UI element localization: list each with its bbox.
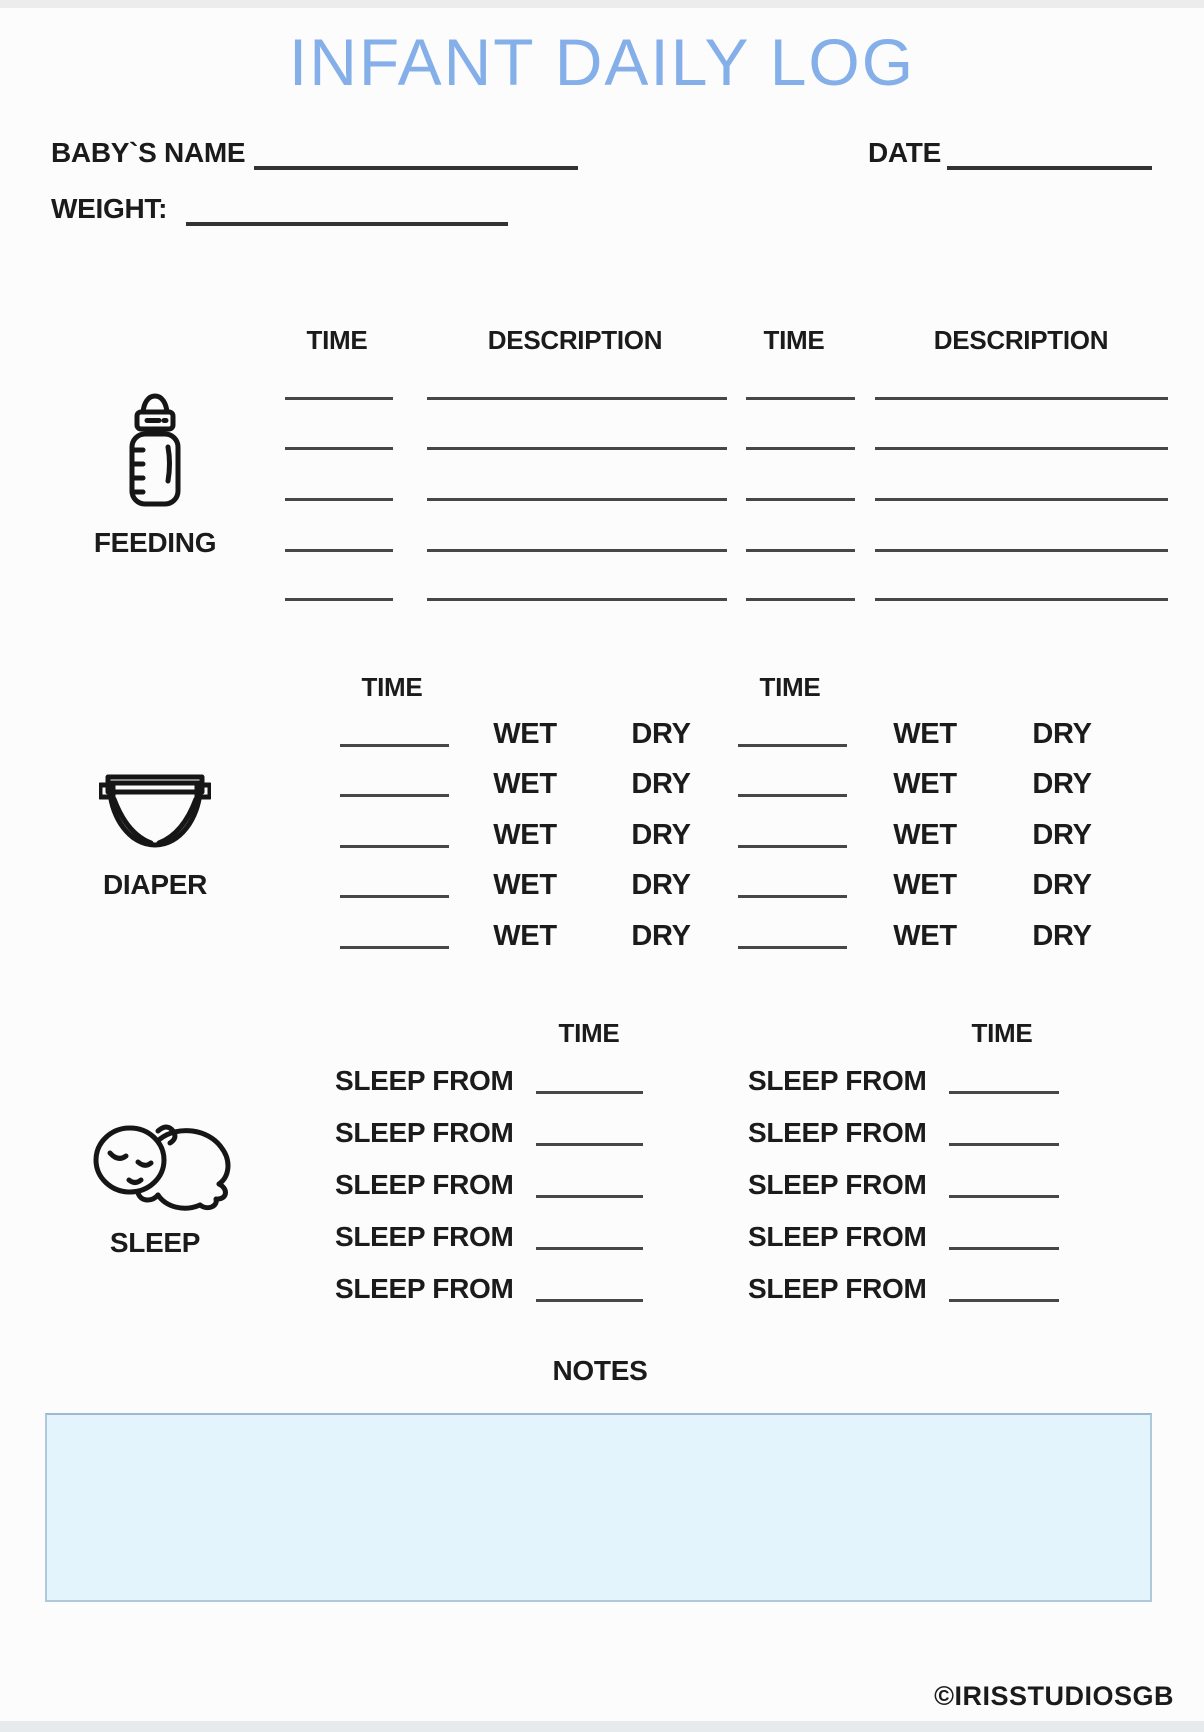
feeding-time-blank-line — [285, 598, 393, 601]
sleep-time-blank-line — [949, 1195, 1059, 1198]
page-top-edge — [0, 0, 1204, 8]
feeding-time-blank-line — [285, 498, 393, 501]
diaper-wet-label: WET — [893, 768, 957, 800]
diaper-section-label: DIAPER — [103, 869, 207, 900]
diaper-icon — [99, 769, 211, 854]
sleep-from-label: SLEEP FROM — [335, 1273, 514, 1304]
diaper-dry-label: DRY — [1032, 920, 1092, 952]
diaper-wet-label: WET — [893, 869, 957, 901]
feeding-time-blank-line — [746, 598, 855, 601]
feeding-description-blank-line — [427, 549, 727, 552]
page-bottom-edge — [0, 1721, 1204, 1732]
diaper-time-blank-line — [738, 946, 847, 949]
sleep-from-label: SLEEP FROM — [748, 1065, 927, 1096]
baby-name-label: BABY`S NAME — [51, 137, 246, 168]
feeding-time-blank-line — [746, 397, 855, 400]
diaper-wet-label: WET — [493, 718, 557, 750]
copyright-text: ©IRISSTUDIOSGB — [934, 1681, 1174, 1711]
sleep-time-blank-line — [536, 1299, 643, 1302]
feeding-description-blank-line — [427, 498, 727, 501]
feeding-description-header-1: DESCRIPTION — [487, 325, 663, 355]
diaper-time-blank-line — [340, 895, 449, 898]
feeding-section-label: FEEDING — [93, 527, 217, 558]
sleep-time-blank-line — [536, 1247, 643, 1250]
diaper-time-blank-line — [738, 845, 847, 848]
feeding-description-blank-line — [427, 447, 727, 450]
diaper-wet-label: WET — [493, 819, 557, 851]
diaper-dry-label: DRY — [1032, 819, 1092, 851]
feeding-time-blank-line — [285, 549, 393, 552]
sleep-from-label: SLEEP FROM — [748, 1169, 927, 1200]
diaper-time-blank-line — [340, 744, 449, 747]
diaper-wet-label: WET — [893, 718, 957, 750]
diaper-wet-label: WET — [893, 920, 957, 952]
date-blank-line — [947, 166, 1152, 170]
weight-blank-line — [186, 222, 508, 226]
sleep-time-blank-line — [536, 1195, 643, 1198]
diaper-dry-label: DRY — [631, 768, 691, 800]
feeding-time-blank-line — [746, 549, 855, 552]
sleep-time-blank-line — [536, 1091, 643, 1094]
diaper-wet-label: WET — [493, 920, 557, 952]
notes-box — [45, 1413, 1152, 1602]
feeding-time-blank-line — [285, 397, 393, 400]
page-title: INFANT DAILY LOG — [288, 25, 916, 99]
date-label: DATE — [868, 137, 941, 168]
diaper-dry-label: DRY — [631, 819, 691, 851]
sleep-from-label: SLEEP FROM — [335, 1117, 514, 1148]
feeding-description-blank-line — [427, 598, 727, 601]
diaper-wet-label: WET — [493, 768, 557, 800]
feeding-description-blank-line — [875, 598, 1168, 601]
diaper-time-blank-line — [340, 794, 449, 797]
feeding-time-header-2: TIME — [763, 325, 825, 355]
sleep-from-label: SLEEP FROM — [335, 1221, 514, 1252]
sleep-from-label: SLEEP FROM — [748, 1273, 927, 1304]
sleep-time-blank-line — [949, 1299, 1059, 1302]
sleeping-baby-icon — [82, 1103, 242, 1215]
diaper-dry-label: DRY — [1032, 869, 1092, 901]
diaper-dry-label: DRY — [1032, 718, 1092, 750]
sleep-time-header-1: TIME — [558, 1018, 620, 1048]
diaper-dry-label: DRY — [631, 718, 691, 750]
weight-label: WEIGHT: — [51, 193, 168, 224]
feeding-time-blank-line — [285, 447, 393, 450]
diaper-time-blank-line — [738, 794, 847, 797]
sleep-section-label: SLEEP — [109, 1227, 201, 1258]
feeding-description-blank-line — [875, 447, 1168, 450]
diaper-wet-label: WET — [893, 819, 957, 851]
sleep-time-blank-line — [949, 1091, 1059, 1094]
diaper-dry-label: DRY — [1032, 768, 1092, 800]
sleep-from-label: SLEEP FROM — [748, 1221, 927, 1252]
diaper-dry-label: DRY — [631, 920, 691, 952]
diaper-time-blank-line — [340, 946, 449, 949]
feeding-time-blank-line — [746, 447, 855, 450]
feeding-time-header-1: TIME — [306, 325, 368, 355]
feeding-time-blank-line — [746, 498, 855, 501]
diaper-time-blank-line — [340, 845, 449, 848]
feeding-description-blank-line — [875, 397, 1168, 400]
sleep-time-blank-line — [949, 1143, 1059, 1146]
diaper-wet-label: WET — [493, 869, 557, 901]
feeding-description-header-2: DESCRIPTION — [933, 325, 1109, 355]
sleep-time-blank-line — [949, 1247, 1059, 1250]
sleep-from-label: SLEEP FROM — [748, 1117, 927, 1148]
feeding-description-blank-line — [875, 549, 1168, 552]
feeding-description-blank-line — [427, 397, 727, 400]
feeding-description-blank-line — [875, 498, 1168, 501]
sleep-time-header-2: TIME — [971, 1018, 1033, 1048]
baby-name-blank-line — [254, 166, 578, 170]
diaper-time-blank-line — [738, 895, 847, 898]
baby-bottle-icon — [120, 390, 190, 520]
notes-section-label: NOTES — [552, 1355, 648, 1386]
diaper-time-blank-line — [738, 744, 847, 747]
diaper-time-header-1: TIME — [361, 672, 423, 702]
diaper-dry-label: DRY — [631, 869, 691, 901]
sleep-from-label: SLEEP FROM — [335, 1065, 514, 1096]
diaper-time-header-2: TIME — [759, 672, 821, 702]
sleep-time-blank-line — [536, 1143, 643, 1146]
sleep-from-label: SLEEP FROM — [335, 1169, 514, 1200]
